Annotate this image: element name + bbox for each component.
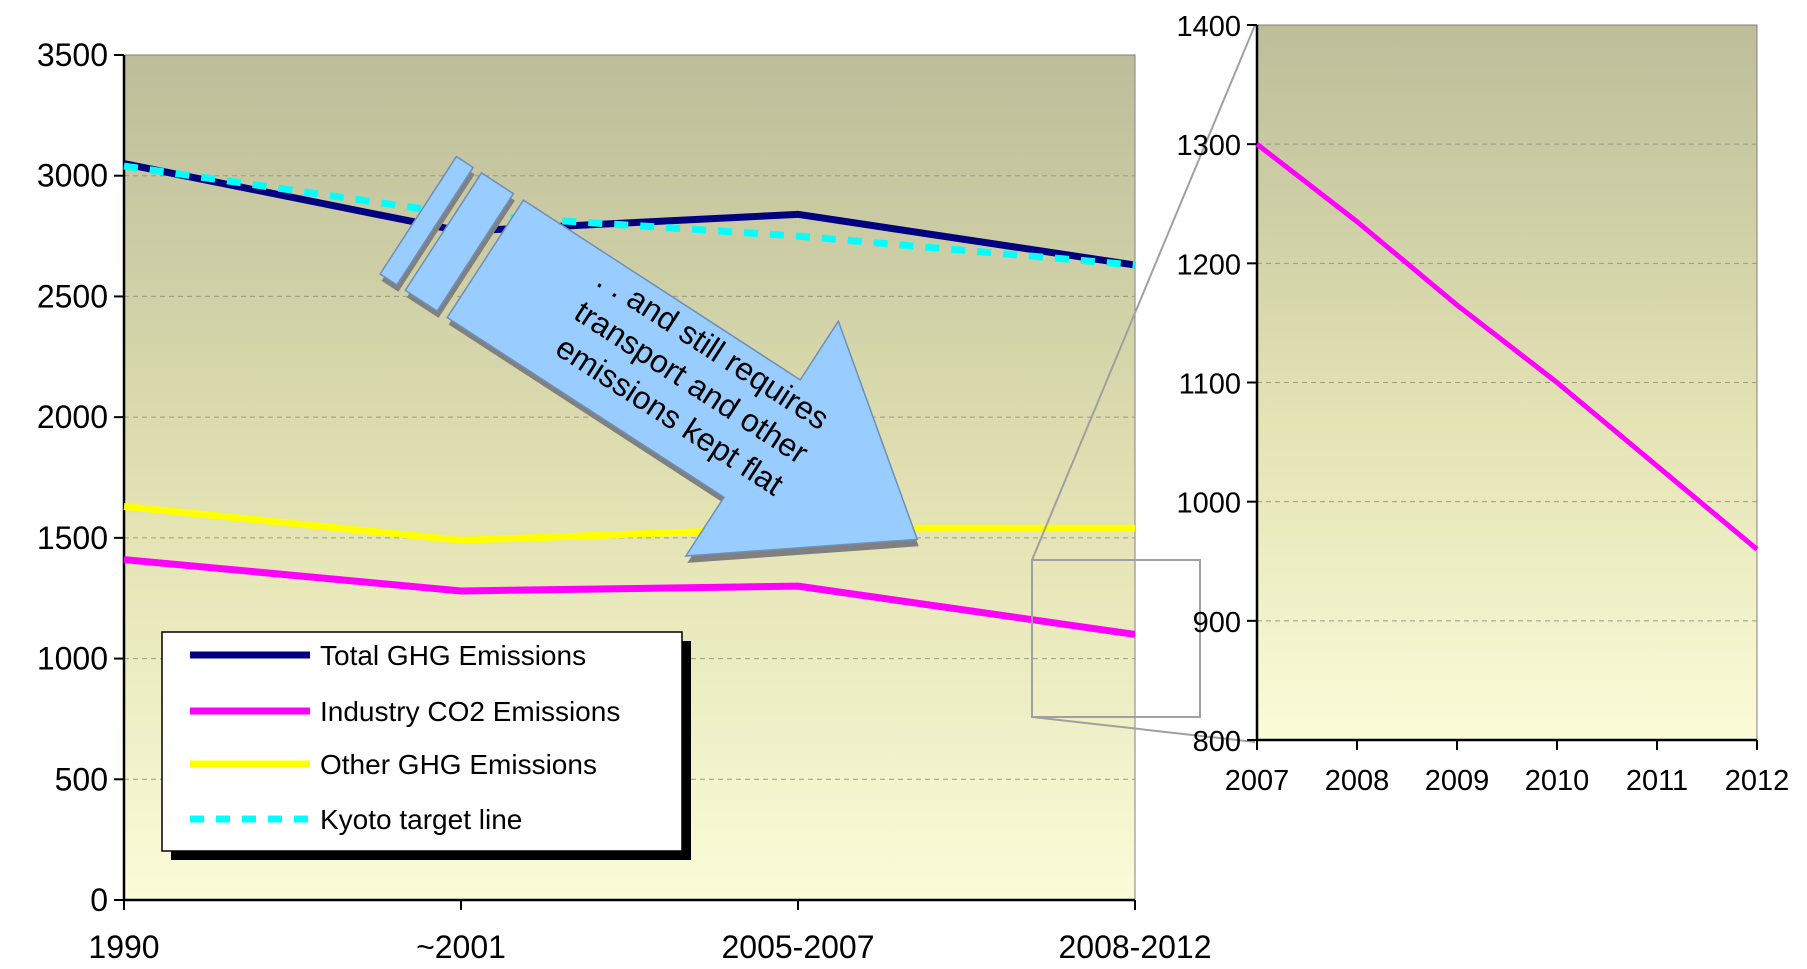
y-tick-label: 2000 <box>37 399 108 435</box>
y-tick-label: 1000 <box>37 641 108 677</box>
x-tick-label: 1990 <box>88 929 159 965</box>
callout-arrow-stripe-1 <box>379 155 475 286</box>
callout-arrow: . . and still requires transport and oth… <box>379 155 919 563</box>
main-series-lines <box>123 160 1136 638</box>
y-tick-label: 1000 <box>1176 488 1241 520</box>
y-tick-label: 800 <box>1193 726 1241 758</box>
legend-label-1: Industry CO2 Emissions <box>320 696 620 727</box>
x-tick-label: 2008 <box>1325 765 1390 797</box>
x-tick-label: 2009 <box>1425 765 1490 797</box>
zoom-connector <box>1031 24 1256 743</box>
x-tick-label: 2010 <box>1525 765 1590 797</box>
y-tick-label: 500 <box>55 761 108 797</box>
main-axes <box>114 54 1136 910</box>
x-tick-label: 2011 <box>1626 765 1688 797</box>
legend-label-0: Total GHG Emissions <box>320 640 586 671</box>
legend-label-2: Other GHG Emissions <box>320 749 597 780</box>
y-tick-label: 1400 <box>1176 11 1241 43</box>
inset-gridlines <box>1257 143 1757 622</box>
series-line-1 <box>123 556 1136 638</box>
x-tick-label: 2005-2007 <box>721 929 874 965</box>
series-line-0 <box>1255 142 1759 552</box>
x-tick-label: ~2001 <box>416 929 506 965</box>
series-line-0 <box>123 160 1136 269</box>
zoom-line-bottom <box>1031 716 1256 743</box>
x-tick-label: 2012 <box>1725 765 1790 797</box>
y-tick-label: 900 <box>1193 607 1241 639</box>
y-tick-label: 2500 <box>37 278 108 314</box>
legend: Total GHG Emissions Industry CO2 Emission… <box>161 631 691 860</box>
inset-y-tick-labels: 800 900 1000 1100 1200 1300 1400 <box>1176 11 1241 758</box>
y-tick-label: 3000 <box>37 158 108 194</box>
callout-arrow-stripe-2 <box>404 171 515 313</box>
y-tick-label: 3500 <box>37 37 108 73</box>
main-x-tick-labels: 1990 ~2001 2005-2007 2008-2012 <box>88 929 1211 965</box>
inset-x-tick-labels: 2007 2008 2009 2010 2011 2012 <box>1225 765 1790 797</box>
x-tick-label: 2008-2012 <box>1058 929 1211 965</box>
y-tick-label: 1100 <box>1179 369 1241 401</box>
y-tick-label: 0 <box>90 882 108 918</box>
y-tick-label: 1200 <box>1176 249 1241 281</box>
y-tick-label: 1500 <box>37 520 108 556</box>
y-tick-label: 1300 <box>1176 130 1241 162</box>
legend-box <box>161 631 683 852</box>
inset-series-lines <box>1255 142 1759 552</box>
legend-label-3: Kyoto target line <box>320 804 522 835</box>
callout-arrow-body <box>446 199 919 557</box>
zoom-box <box>1031 559 1201 718</box>
x-tick-label: 2007 <box>1225 765 1290 797</box>
series-line-2 <box>123 502 1135 544</box>
zoom-line-top <box>1031 24 1256 561</box>
main-y-tick-labels: 0 500 1000 1500 2000 2500 3000 3500 <box>37 37 108 918</box>
